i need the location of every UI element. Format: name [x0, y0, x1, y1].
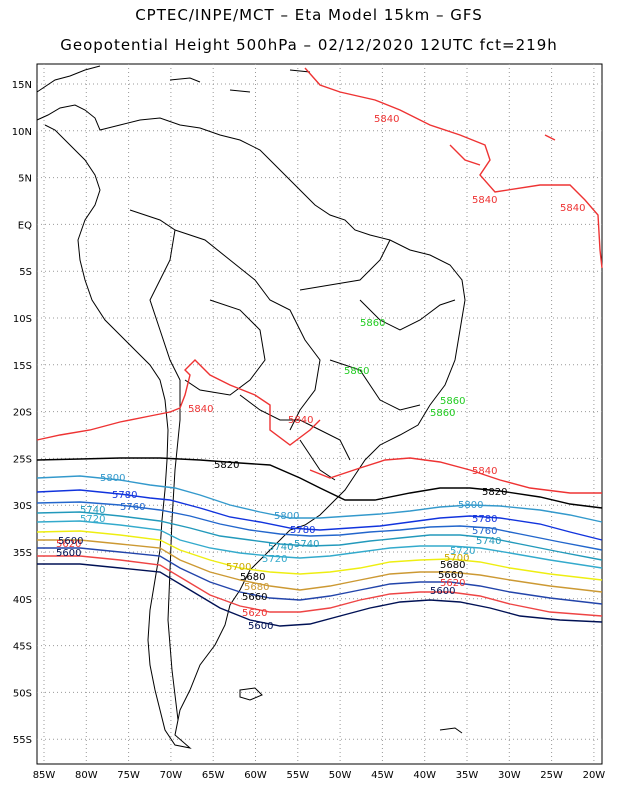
lon-tick-label: 55W	[286, 770, 309, 781]
lon-tick-label: 30W	[498, 770, 521, 781]
lon-tick-label: 85W	[33, 770, 56, 781]
contour-5620	[37, 555, 603, 617]
label-5800: 5800	[458, 500, 483, 511]
lon-tick-label: 60W	[244, 770, 267, 781]
label-5740: 5740	[294, 539, 319, 550]
label-5860: 5860	[440, 396, 465, 407]
label-5680: 5680	[440, 560, 465, 571]
label-5860: 5860	[344, 366, 369, 377]
lon-tick-label: 35W	[456, 770, 479, 781]
contour-5600	[37, 563, 603, 627]
lat-tick-label: 30S	[13, 501, 32, 512]
label-5700: 5700	[226, 562, 251, 573]
label-5720: 5720	[262, 554, 287, 565]
label-5760: 5760	[120, 502, 145, 513]
label-5780: 5780	[112, 490, 137, 501]
contour-5820	[36, 457, 603, 509]
label-5660: 5660	[242, 592, 267, 603]
label-5600: 5600	[248, 621, 273, 632]
lon-tick-label: 80W	[75, 770, 98, 781]
label-5660: 5660	[438, 570, 463, 581]
lat-tick-label: 40S	[13, 595, 32, 606]
map-title-field: Geopotential Height 500hPa – 02/12/2020 …	[60, 36, 558, 54]
map-title-model: CPTEC/INPE/MCT – Eta Model 15km – GFS	[135, 6, 483, 24]
label-5840: 5840	[472, 195, 497, 206]
lon-tick-label: 75W	[117, 770, 140, 781]
label-5820: 5820	[482, 487, 507, 498]
contour-5840	[36, 67, 603, 494]
label-5800: 5800	[100, 473, 125, 484]
lat-tick-label: 35S	[13, 548, 32, 559]
label-5740: 5740	[476, 536, 501, 547]
label-5840: 5840	[374, 114, 399, 125]
label-5840: 5840	[288, 415, 313, 426]
label-5620: 5620	[242, 608, 267, 619]
contour-5740	[36, 511, 603, 561]
lat-tick-label: 15N	[12, 80, 32, 91]
label-5720: 5720	[80, 514, 105, 525]
lon-tick-label: 50W	[329, 770, 352, 781]
label-5780: 5780	[472, 514, 497, 525]
label-5760: 5760	[472, 526, 497, 537]
contour-5720	[36, 520, 603, 569]
label-5700: 5700	[444, 553, 469, 564]
label-5620: 5620	[56, 539, 81, 550]
lon-tick-label: 20W	[583, 770, 606, 781]
contour-5660	[37, 547, 603, 605]
label-5720: 5720	[450, 546, 475, 557]
label-5600: 5600	[56, 548, 81, 559]
contour-5780	[36, 489, 603, 541]
label-5800: 5800	[274, 511, 299, 522]
lat-tick-label: 15S	[13, 361, 32, 372]
label-5600: 5600	[58, 536, 83, 547]
lat-tick-label: EQ	[18, 220, 32, 231]
label-5840: 5840	[560, 203, 585, 214]
coastline	[36, 65, 466, 749]
lat-tick-label: 50S	[13, 688, 32, 699]
contour-5800	[36, 475, 603, 523]
lat-tick-label: 5S	[19, 267, 32, 278]
contour-5760	[36, 501, 603, 551]
contour-labels: 5860 5860 5860 5860 5840 5840 5840 5840 …	[56, 114, 585, 632]
lat-tick-label: 55S	[13, 735, 32, 746]
graticule	[37, 64, 602, 764]
lon-tick-label: 40W	[413, 770, 436, 781]
label-5600: 5600	[430, 586, 455, 597]
contour-lines	[36, 67, 603, 627]
lon-tick-label: 65W	[202, 770, 225, 781]
lon-tick-label: 25W	[540, 770, 563, 781]
label-5860: 5860	[360, 318, 385, 329]
lat-tick-label: 10S	[13, 314, 32, 325]
lon-tick-label: 70W	[160, 770, 183, 781]
lat-tick-label: 45S	[13, 642, 32, 653]
lat-tick-label: 20S	[13, 408, 32, 419]
label-5620: 5620	[440, 578, 465, 589]
lat-tick-label: 25S	[13, 454, 32, 465]
lat-tick-label: 10N	[12, 127, 32, 138]
axis-ticks: 15N 10N 5N EQ 5S 10S 15S 20S 25S 30S 35S 40S 45S 50S 5…	[12, 80, 606, 781]
label-5860: 5860	[430, 408, 455, 419]
label-5680: 5680	[244, 582, 269, 593]
label-5820: 5820	[214, 460, 239, 471]
label-5740: 5740	[268, 542, 293, 553]
lon-tick-label: 45W	[371, 770, 394, 781]
lat-tick-label: 5N	[18, 174, 32, 185]
contour-5700	[36, 530, 603, 581]
label-5740: 5740	[80, 505, 105, 516]
label-5780: 5780	[290, 525, 315, 536]
contour-5680	[37, 539, 603, 593]
map-frame	[36, 63, 603, 765]
label-5840: 5840	[472, 466, 497, 477]
label-5840: 5840	[188, 404, 213, 415]
label-5680: 5680	[240, 572, 265, 583]
